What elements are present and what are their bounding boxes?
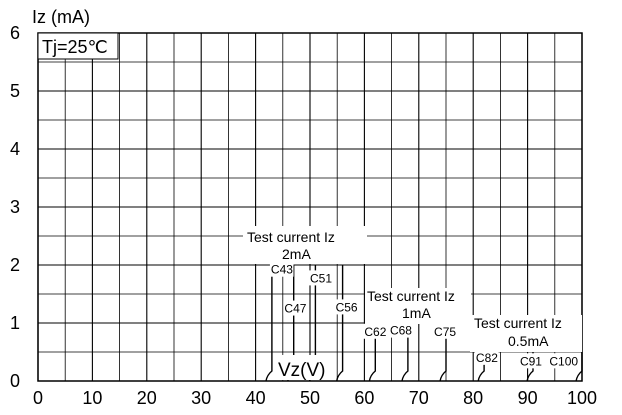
- curve-label-bg: [309, 270, 333, 286]
- test-current-label-0.5ma: Test current Iz 0.5mA: [470, 315, 582, 352]
- test-current-label-2ma: Test current Iz 2mA: [243, 226, 367, 264]
- y-tick-label: 2: [10, 255, 20, 275]
- test-current-value-2ma: 2mA: [282, 246, 311, 262]
- test-current-heading-2ma: Test current Iz: [247, 229, 335, 245]
- curve-label-bg: [269, 261, 294, 277]
- x-tick-label: 10: [82, 388, 102, 408]
- annotation-box: [37, 32, 119, 60]
- curve-label-c47: C47: [284, 302, 306, 316]
- x-tick-label: 30: [191, 388, 211, 408]
- temperature-annotation: Tj=25℃: [42, 37, 108, 57]
- curve-c100: [575, 352, 583, 382]
- curve-label-c56: C56: [336, 300, 358, 314]
- x-tick-label: 50: [300, 388, 320, 408]
- x-tick-label: 40: [246, 388, 266, 408]
- curve-c82: [477, 352, 485, 382]
- curve-label-bg: [433, 323, 457, 339]
- curve-label-bg: [334, 299, 359, 315]
- y-tick-label: 3: [10, 197, 20, 217]
- y-tick-label: 6: [10, 23, 20, 43]
- x-tick-label: 20: [137, 388, 157, 408]
- curve-label-c91: C91: [520, 354, 542, 368]
- x-axis-label: Vz(V): [278, 360, 326, 381]
- test-current-value-0.5ma: 0.5mA: [508, 333, 549, 349]
- curve-c56: [336, 265, 344, 382]
- curve-c68: [401, 323, 409, 382]
- curve-label-bg: [548, 353, 580, 369]
- x-axis-label-bg: [276, 355, 332, 380]
- test-current-label-1ma: Test current Iz 1mA: [365, 288, 471, 324]
- curve-c43: [265, 265, 273, 382]
- y-tick-label: 0: [10, 371, 20, 391]
- curve-label-c43: C43: [271, 263, 293, 277]
- curve-label-bg: [388, 322, 413, 338]
- curve-c91: [526, 352, 534, 382]
- x-tick-label: 100: [567, 388, 597, 408]
- test-current-heading-0.5ma: Test current Iz: [474, 315, 562, 331]
- y-tick-label: 1: [10, 313, 20, 333]
- curve-label-bg: [363, 323, 387, 339]
- y-axis-label: Iz (mA): [32, 7, 90, 27]
- x-axis-ticks: 0 10 20 30 40 50 60 70 80 90 100: [33, 388, 597, 408]
- x-tick-label: 80: [463, 388, 483, 408]
- y-axis-ticks: 0 1 2 3 4 5 6: [10, 23, 20, 391]
- curve-label-bg: [518, 353, 543, 369]
- curve-label-c75: C75: [434, 325, 456, 339]
- curve-label-c100: C100: [549, 354, 578, 368]
- curve-label-c62: C62: [364, 325, 386, 339]
- curve-label-bg: [283, 300, 308, 316]
- curve-label-bg: [474, 349, 499, 365]
- curve-c75: [439, 323, 447, 382]
- curve-label-c51: C51: [310, 271, 332, 285]
- test-current-heading-1ma: Test current Iz: [367, 288, 455, 304]
- y-tick-label: 5: [10, 81, 20, 101]
- y-tick-label: 4: [10, 139, 20, 159]
- x-tick-label: 60: [354, 388, 374, 408]
- test-current-value-1ma: 1mA: [402, 305, 431, 321]
- x-tick-label: 70: [409, 388, 429, 408]
- curve-c62: [368, 323, 376, 382]
- curve-label-c68: C68: [390, 324, 412, 338]
- x-tick-label: 0: [33, 388, 43, 408]
- x-tick-label: 90: [518, 388, 538, 408]
- curve-label-c82: C82: [476, 351, 498, 365]
